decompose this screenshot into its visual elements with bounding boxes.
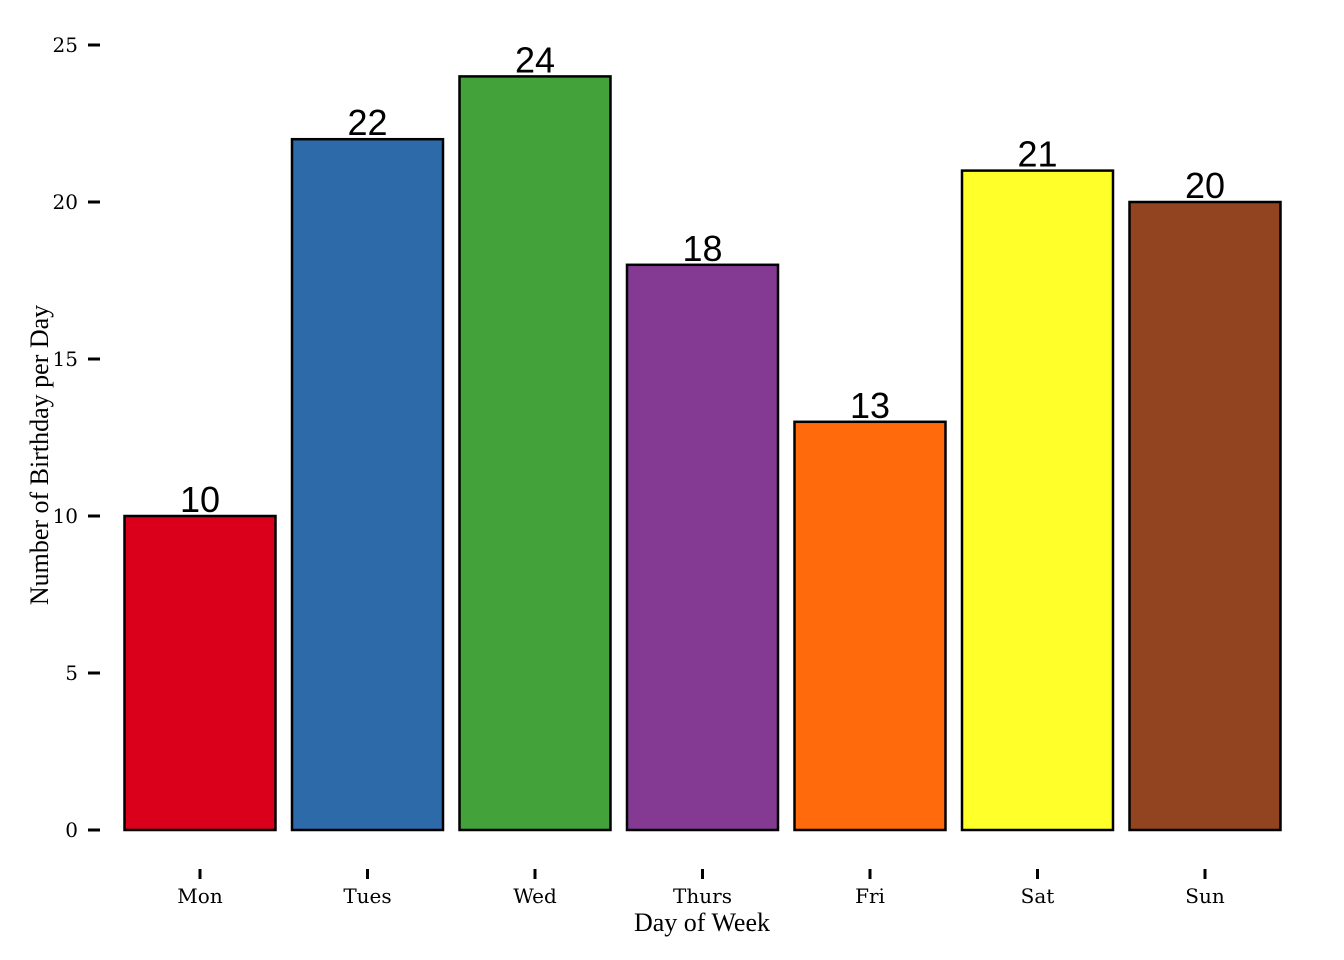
data-label-sat: 21 xyxy=(1017,134,1057,175)
bar-tues xyxy=(290,137,445,832)
bar-sun xyxy=(1128,200,1282,832)
x-tick-label-sun: Sun xyxy=(1185,884,1225,908)
y-axis-title: Number of Birthday per Day xyxy=(25,305,54,605)
y-tick-label: 0 xyxy=(65,818,78,842)
x-tick-label-sat: Sat xyxy=(1021,884,1055,908)
x-tick-label-fri: Fri xyxy=(855,884,885,908)
data-label-fri: 13 xyxy=(850,385,890,426)
data-label-sun: 20 xyxy=(1185,165,1225,206)
y-tick-label: 25 xyxy=(53,33,78,57)
x-tick-label-tues: Tues xyxy=(343,884,391,908)
data-label-mon: 10 xyxy=(180,479,220,520)
bar-wed xyxy=(458,75,612,832)
bar-thurs xyxy=(625,263,780,832)
x-tick-label-thurs: Thurs xyxy=(673,884,732,908)
data-labels: 10 22 24 18 13 21 20 xyxy=(180,39,1225,520)
y-tick-label: 20 xyxy=(53,190,78,214)
bars xyxy=(123,75,1282,832)
y-axis: 0 5 10 15 20 25 xyxy=(53,33,100,842)
y-tick-label: 5 xyxy=(65,661,78,685)
x-axis: Mon Tues Wed Thurs Fri Sat Sun xyxy=(177,869,1225,908)
x-tick-label-mon: Mon xyxy=(177,884,223,908)
data-label-tues: 22 xyxy=(347,102,387,143)
x-axis-title: Day of Week xyxy=(634,908,770,937)
x-tick-label-wed: Wed xyxy=(513,884,557,908)
y-tick-label: 15 xyxy=(53,347,78,371)
bar-mon xyxy=(123,514,277,832)
bar-fri xyxy=(793,420,947,832)
data-label-wed: 24 xyxy=(515,39,555,80)
data-label-thurs: 18 xyxy=(682,228,722,269)
y-tick-label: 10 xyxy=(53,504,78,528)
bar-sat xyxy=(960,169,1115,832)
